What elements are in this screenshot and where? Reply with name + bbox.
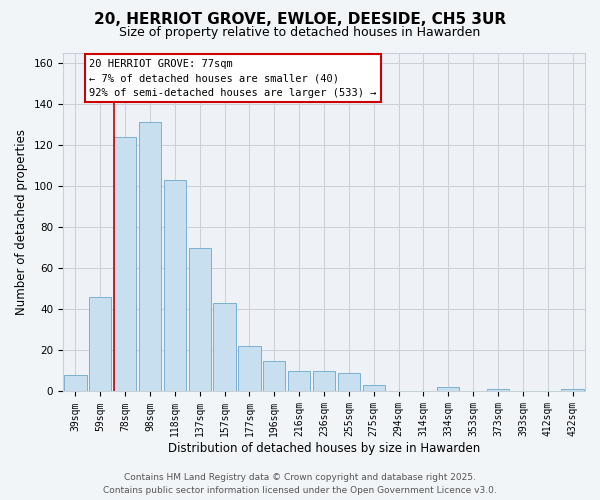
Bar <box>562 390 584 392</box>
Bar <box>263 360 286 392</box>
Bar <box>238 346 260 392</box>
Bar <box>89 297 112 392</box>
Bar <box>313 371 335 392</box>
Bar <box>164 180 186 392</box>
Bar <box>139 122 161 392</box>
Bar <box>487 390 509 392</box>
Bar <box>64 375 86 392</box>
Text: Contains HM Land Registry data © Crown copyright and database right 2025.
Contai: Contains HM Land Registry data © Crown c… <box>103 474 497 495</box>
Bar <box>288 371 310 392</box>
Bar <box>214 303 236 392</box>
Bar <box>437 388 460 392</box>
Bar <box>114 136 136 392</box>
Bar <box>188 248 211 392</box>
Bar <box>338 373 360 392</box>
Bar <box>362 386 385 392</box>
Y-axis label: Number of detached properties: Number of detached properties <box>15 129 28 315</box>
Text: 20, HERRIOT GROVE, EWLOE, DEESIDE, CH5 3UR: 20, HERRIOT GROVE, EWLOE, DEESIDE, CH5 3… <box>94 12 506 28</box>
X-axis label: Distribution of detached houses by size in Hawarden: Distribution of detached houses by size … <box>168 442 480 455</box>
Text: Size of property relative to detached houses in Hawarden: Size of property relative to detached ho… <box>119 26 481 39</box>
Text: 20 HERRIOT GROVE: 77sqm
← 7% of detached houses are smaller (40)
92% of semi-det: 20 HERRIOT GROVE: 77sqm ← 7% of detached… <box>89 58 377 98</box>
